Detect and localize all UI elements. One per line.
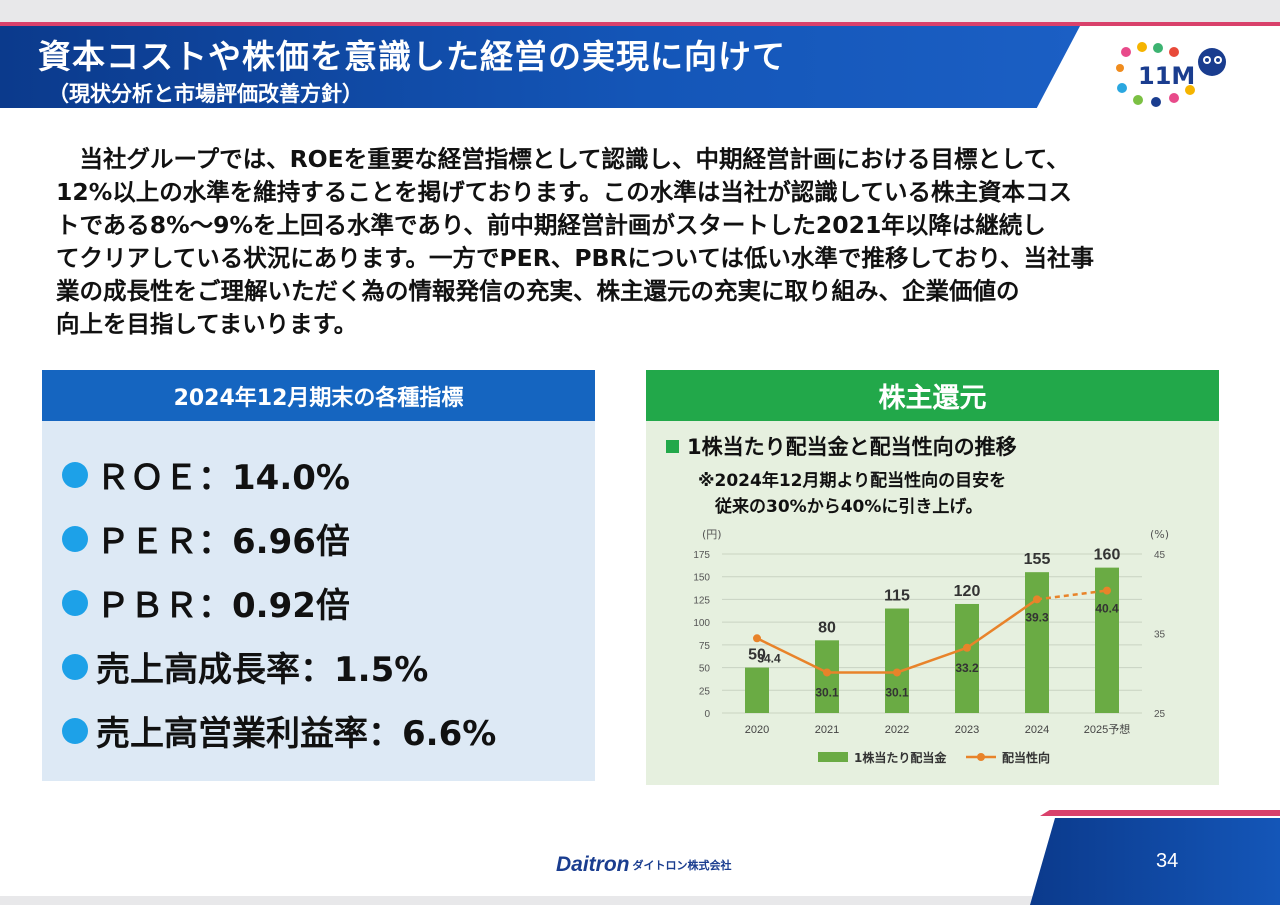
indicator-text: ＰＥＲ：6.96倍 xyxy=(96,522,350,562)
right-tick-label: 35 xyxy=(1154,630,1166,641)
payout-ratio-forecast-line xyxy=(1036,589,1108,601)
category-label: 2024 xyxy=(1025,724,1049,736)
dividend-bar xyxy=(745,667,769,713)
payout-ratio-label: 40.4 xyxy=(1095,602,1119,616)
bullet-icon xyxy=(62,653,88,680)
payout-ratio-point xyxy=(963,643,971,652)
payout-ratio-point xyxy=(823,668,831,677)
indicator-text: ＰＢＲ：0.92倍 xyxy=(96,586,350,626)
dividend-value-label: 120 xyxy=(954,583,981,600)
left-tick-label: 150 xyxy=(693,573,710,584)
intro-line: てクリアしている状況にあります。一方でPER、PBRについては低い水準で推移して… xyxy=(56,244,1095,272)
dividend-chart: 0 25 50 75 100 125 150 175 25 35 45 (円) (%) 50 80 115 12… xyxy=(693,528,1169,765)
logo-text: 11M xyxy=(1138,62,1196,90)
payout-ratio-label: 30.1 xyxy=(885,685,909,699)
chart-section-title: 1株当たり配当金と配当性向の推移 xyxy=(666,431,1017,461)
dividend-bar xyxy=(885,608,909,713)
page-number: 34 xyxy=(1156,850,1179,872)
payout-ratio-label: 34.4 xyxy=(757,651,781,665)
category-label: 2023 xyxy=(955,724,979,736)
intro-line: 業の成長性をご理解いただく為の情報発信の充実、株主還元の充実に取り組み、企業価値… xyxy=(56,277,1020,305)
left-axis-unit: (円) xyxy=(702,528,722,541)
company-name-en: Daitron xyxy=(556,853,630,876)
right-tick-label: 45 xyxy=(1154,550,1166,561)
page-title: 資本コストや株価を意識した経営の実現に向けて xyxy=(38,37,786,76)
top-bar xyxy=(0,0,1280,26)
legend-bar-label: 1株当たり配当金 xyxy=(854,750,947,765)
indicators-heading: 2024年12月期末の各種指標 xyxy=(42,370,595,421)
legend-line-marker xyxy=(977,753,985,761)
left-tick-label: 75 xyxy=(699,641,711,652)
footer-accent xyxy=(1040,810,1280,816)
left-tick-label: 100 xyxy=(693,618,710,629)
payout-ratio-point xyxy=(753,634,761,643)
bullet-icon xyxy=(62,717,88,744)
payout-ratio-label: 39.3 xyxy=(1025,610,1049,624)
left-tick-label: 0 xyxy=(704,709,710,720)
intro-paragraph: 当社グループでは、ROEを重要な経営指標として認識し、中期経営計画における目標と… xyxy=(56,143,1236,341)
indicator-sales-growth: 売上高成長率：1.5% xyxy=(62,642,428,691)
right-axis-unit: (%) xyxy=(1150,528,1169,541)
indicator-text: ＲＯＥ：14.0% xyxy=(96,458,350,498)
left-tick-label: 175 xyxy=(693,550,710,561)
dividend-bar xyxy=(815,640,839,713)
dividend-value-label: 160 xyxy=(1094,547,1121,564)
intro-line: 向上を目指してまいります。 xyxy=(56,310,358,338)
payout-ratio-point xyxy=(1033,595,1041,604)
section-title-text: 1株当たり配当金と配当性向の推移 xyxy=(687,435,1017,459)
footer-shape xyxy=(1030,818,1280,905)
bullet-icon xyxy=(62,525,88,552)
title-banner xyxy=(0,26,1080,108)
legend-bar-swatch xyxy=(818,752,848,762)
page-subtitle: （現状分析と市場評価改善方針） xyxy=(48,82,363,106)
left-tick-label: 50 xyxy=(699,664,711,675)
left-tick-label: 125 xyxy=(693,595,710,606)
dividend-value-label: 155 xyxy=(1024,551,1051,568)
dividend-bar xyxy=(955,603,979,713)
right-tick-label: 25 xyxy=(1154,709,1166,720)
company-logo: Daitron ダイトロン株式会社 xyxy=(556,853,732,877)
indicators-panel xyxy=(42,421,595,781)
company-name-jp: ダイトロン株式会社 xyxy=(632,859,732,872)
payout-ratio-point xyxy=(893,668,901,677)
payout-note: ※2024年12月期より配当性向の目安を 従来の30%から40%に引き上げ。 xyxy=(698,471,1007,517)
dividend-value-label: 115 xyxy=(884,588,910,605)
indicator-roe: ＲＯＥ：14.0% xyxy=(62,450,350,499)
accent-line xyxy=(0,22,1280,26)
dividend-value-label: 50 xyxy=(748,647,766,664)
left-tick-label: 25 xyxy=(699,686,711,697)
indicator-pbr: ＰＢＲ：0.92倍 xyxy=(62,578,350,627)
intro-line: 12%以上の水準を維持することを掲げております。この水準は当社が認識している株主… xyxy=(56,178,1072,206)
category-label: 2025予想 xyxy=(1084,722,1130,736)
footer-bar xyxy=(0,896,1040,905)
indicator-operating-margin: 売上高営業利益率：6.6% xyxy=(62,706,496,755)
logo-icon xyxy=(1116,42,1226,107)
returns-panel xyxy=(646,421,1219,785)
category-label: 2021 xyxy=(815,724,839,736)
legend-line-label: 配当性向 xyxy=(1002,750,1050,765)
category-label: 2020 xyxy=(745,724,769,736)
square-bullet-icon xyxy=(666,439,679,453)
indicator-text: 売上高成長率：1.5% xyxy=(96,650,429,690)
intro-line: 当社グループでは、ROEを重要な経営指標として認識し、中期経営計画における目標と… xyxy=(56,145,1070,173)
payout-ratio-label: 33.2 xyxy=(955,661,979,675)
payout-ratio-label: 30.1 xyxy=(815,685,839,699)
bullet-icon xyxy=(62,589,88,616)
bullet-icon xyxy=(62,461,88,488)
payout-ratio-point xyxy=(1103,586,1111,595)
indicator-text: 売上高営業利益率：6.6% xyxy=(96,714,497,754)
indicator-per: ＰＥＲ：6.96倍 xyxy=(62,514,350,563)
dividend-bar xyxy=(1025,572,1049,713)
returns-heading: 株主還元 xyxy=(646,370,1219,421)
intro-line: トである8%～9%を上回る水準であり、前中期経営計画がスタートした2021年以降… xyxy=(56,211,1046,239)
dividend-value-label: 80 xyxy=(818,619,836,636)
category-label: 2022 xyxy=(885,724,909,736)
